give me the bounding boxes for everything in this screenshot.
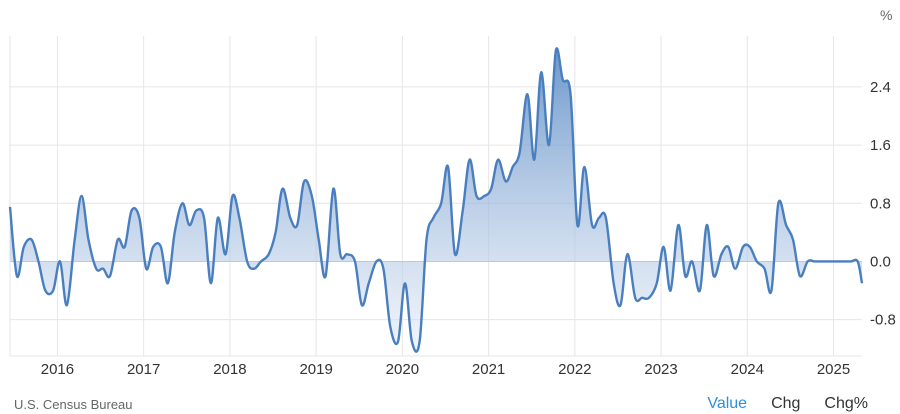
x-tick-label: 2018 <box>213 361 246 378</box>
view-tabs: Value Chg Chg% <box>707 395 868 413</box>
y-tick-label: 0.0 <box>870 253 891 270</box>
y-tick-label: -0.8 <box>870 312 896 329</box>
y-tick-label: 1.6 <box>870 137 891 154</box>
tab-chg-percent[interactable]: Chg% <box>824 395 868 412</box>
tab-chg[interactable]: Chg <box>771 395 801 412</box>
x-tick-label: 2024 <box>731 361 764 378</box>
area-path <box>10 48 862 352</box>
x-tick-label: 2016 <box>41 361 74 378</box>
series-line-path <box>8 47 864 353</box>
x-tick-label: 2021 <box>472 361 505 378</box>
y-tick-label: 2.4 <box>870 79 891 96</box>
x-tick-label: 2022 <box>558 361 591 378</box>
x-tick-label: 2020 <box>386 361 419 378</box>
grid <box>9 36 862 357</box>
source-label: U.S. Census Bureau <box>14 397 133 412</box>
x-tick-label: 2017 <box>127 361 160 378</box>
y-unit-label: % <box>880 7 892 23</box>
x-axis: 2016 2017 2018 2019 2020 2021 2022 2023 2024 2025 <box>41 361 850 378</box>
y-axis: 2.4 1.6 0.8 0.0 -0.8 <box>870 79 896 329</box>
tab-value[interactable]: Value <box>707 395 748 412</box>
x-tick-label: 2025 <box>817 361 850 378</box>
x-tick-label: 2019 <box>299 361 332 378</box>
x-tick-label: 2023 <box>644 361 677 378</box>
area-fill <box>10 48 862 352</box>
y-tick-label: 0.8 <box>870 195 891 212</box>
series-line <box>8 47 864 353</box>
